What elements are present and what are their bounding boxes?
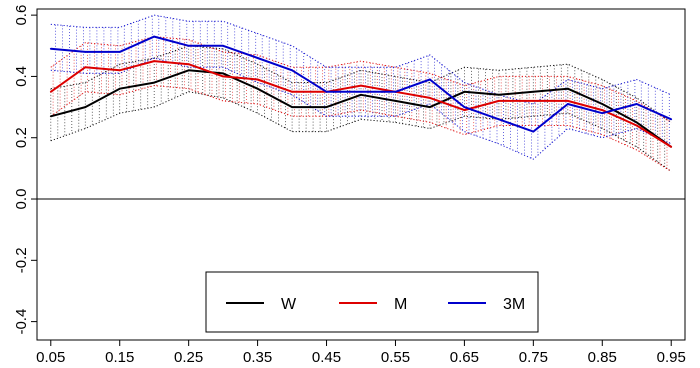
data-point-3M [256, 57, 259, 59]
data-point-3M [153, 35, 156, 38]
x-tick-label: 0.05 [36, 349, 65, 366]
data-point-M [84, 66, 87, 69]
data-point-M [222, 75, 225, 78]
data-point-3M [84, 51, 87, 53]
data-point-M [532, 100, 535, 102]
data-point-W [222, 72, 225, 75]
x-tick-label: 0.85 [588, 349, 617, 366]
data-point-W [429, 106, 431, 108]
series-lines [49, 35, 673, 148]
data-point-W [566, 87, 569, 90]
data-point-W [601, 103, 604, 105]
data-point-M [49, 90, 52, 93]
data-point-M [670, 146, 673, 148]
data-point-M [429, 97, 431, 99]
data-point-W [360, 93, 362, 96]
x-tick-label: 0.65 [450, 349, 479, 366]
x-tick-label: 0.55 [381, 349, 410, 366]
data-point-W [394, 100, 397, 102]
data-point-M [291, 90, 293, 93]
data-point-W [118, 87, 121, 90]
data-point-3M [360, 90, 362, 93]
data-point-M [153, 60, 156, 62]
data-point-M [463, 109, 466, 111]
data-point-W [325, 106, 328, 108]
band-3M [50, 14, 672, 160]
axes: 0.05 0.15 0.25 0.35 0.45 0.55 0.65 0.75 0.85 0.95… [13, 5, 686, 366]
y-tick-label: 0.0 [13, 189, 30, 210]
data-point-W [463, 90, 466, 93]
y-tick-label: 0.2 [13, 127, 30, 148]
data-point-3M [463, 106, 466, 108]
legend-label-3M: 3M [503, 296, 525, 313]
data-point-W [153, 81, 156, 84]
x-tick-label: 0.35 [243, 349, 272, 366]
band-upper-3M [50, 14, 672, 105]
data-point-M [187, 63, 190, 66]
x-tick-label: 0.95 [657, 349, 686, 366]
legend-label-M: M [394, 296, 407, 313]
band-lower-3M [50, 57, 672, 160]
data-point-3M [187, 44, 190, 47]
x-tick-label: 0.25 [174, 349, 203, 366]
y-tick-label: 0.4 [13, 66, 30, 87]
x-tick-label: 0.45 [312, 349, 341, 366]
data-point-M [360, 84, 362, 87]
data-point-W [635, 121, 638, 124]
data-point-M [635, 124, 638, 127]
legend-label-W: W [281, 296, 297, 313]
legend: W M 3M [205, 271, 539, 333]
plot-frame [36, 8, 686, 341]
data-point-3M [49, 47, 52, 50]
data-point-M [566, 100, 569, 102]
data-point-W [291, 106, 293, 108]
y-tick-label: -0.4 [13, 309, 30, 335]
data-point-3M [532, 130, 535, 133]
data-point-W [498, 93, 500, 96]
data-point-3M [670, 118, 673, 121]
x-tick-label: 0.75 [519, 349, 548, 366]
data-point-3M [394, 90, 397, 93]
data-point-3M [291, 69, 293, 72]
data-point-3M [325, 90, 328, 93]
data-point-3M [635, 103, 638, 105]
data-point-W [532, 90, 535, 93]
y-tick-label: -0.2 [13, 247, 30, 273]
data-point-3M [566, 103, 569, 105]
data-point-3M [118, 51, 121, 53]
data-point-W [84, 106, 87, 108]
band-lower-W [50, 91, 672, 172]
x-tick-label: 0.15 [105, 349, 134, 366]
data-point-W [187, 69, 190, 72]
data-point-3M [222, 44, 225, 47]
data-point-3M [429, 78, 431, 81]
data-point-W [256, 87, 259, 90]
data-point-W [49, 115, 52, 118]
data-point-M [498, 100, 500, 102]
y-tick-label: 0.6 [13, 5, 30, 26]
data-point-3M [498, 118, 500, 121]
data-point-M [256, 78, 259, 81]
band-lower-M [50, 85, 672, 172]
data-point-3M [601, 112, 604, 115]
data-point-M [118, 69, 121, 72]
data-point-M [601, 109, 604, 111]
